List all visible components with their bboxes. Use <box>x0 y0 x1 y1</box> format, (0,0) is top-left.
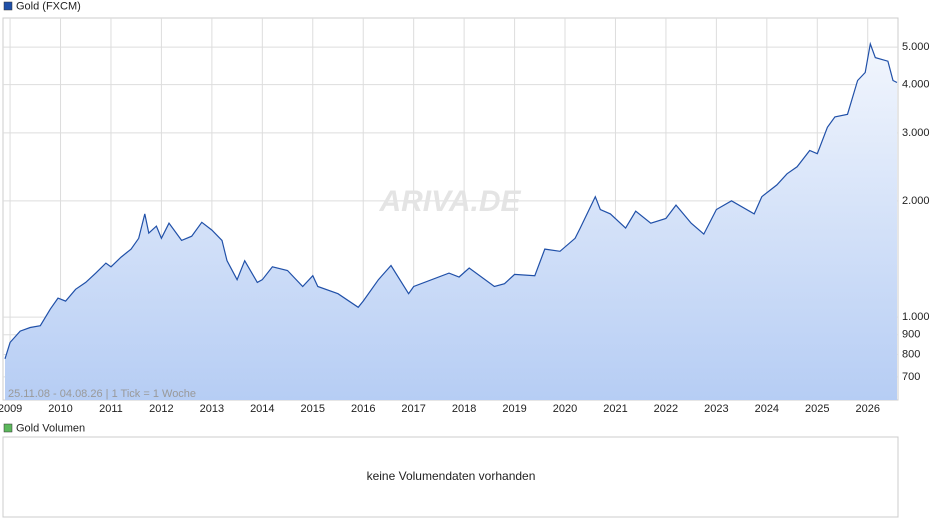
y-tick-label: 2.000 <box>902 195 930 207</box>
x-tick-label: 2017 <box>401 403 425 415</box>
legend-label: Gold Volumen <box>16 422 85 434</box>
x-tick-label: 2022 <box>654 403 678 415</box>
x-tick-label: 2009 <box>0 403 22 415</box>
area-fill <box>5 43 897 401</box>
x-tick-label: 2018 <box>452 403 476 415</box>
x-tick-label: 2024 <box>755 403 779 415</box>
x-tick-label: 2010 <box>48 403 72 415</box>
volume-frame <box>2 436 899 518</box>
x-tick-label: 2020 <box>553 403 577 415</box>
x-tick-label: 2021 <box>603 403 627 415</box>
x-tick-label: 2014 <box>250 403 274 415</box>
y-tick-label: 900 <box>902 329 920 341</box>
y-tick-label: 4.000 <box>902 79 930 91</box>
x-tick-label: 2015 <box>301 403 325 415</box>
y-tick-label: 1.000 <box>902 311 930 323</box>
legend-swatch <box>3 1 13 11</box>
watermark: ARIVA.DE <box>378 185 521 218</box>
x-tick-label: 2019 <box>502 403 526 415</box>
x-tick-label: 2025 <box>805 403 829 415</box>
x-tick-label: 2016 <box>351 403 375 415</box>
x-tick-label: 2026 <box>855 403 879 415</box>
legend-label: Gold (FXCM) <box>16 0 81 12</box>
annotation: 25.11.08 - 04.08.26 | 1 Tick = 1 Woche <box>8 388 196 400</box>
y-tick-label: 3.000 <box>902 127 930 139</box>
legend-swatch <box>3 423 13 433</box>
x-tick-label: 2013 <box>200 403 224 415</box>
y-tick-label: 5.000 <box>902 41 930 53</box>
price-line <box>4 41 898 359</box>
x-tick-label: 2012 <box>149 403 173 415</box>
x-tick-label: 2023 <box>704 403 728 415</box>
volume-message: keine Volumendaten vorhanden <box>367 469 536 483</box>
y-tick-label: 700 <box>902 371 920 383</box>
x-tick-label: 2011 <box>99 403 123 415</box>
y-tick-label: 800 <box>902 348 920 360</box>
